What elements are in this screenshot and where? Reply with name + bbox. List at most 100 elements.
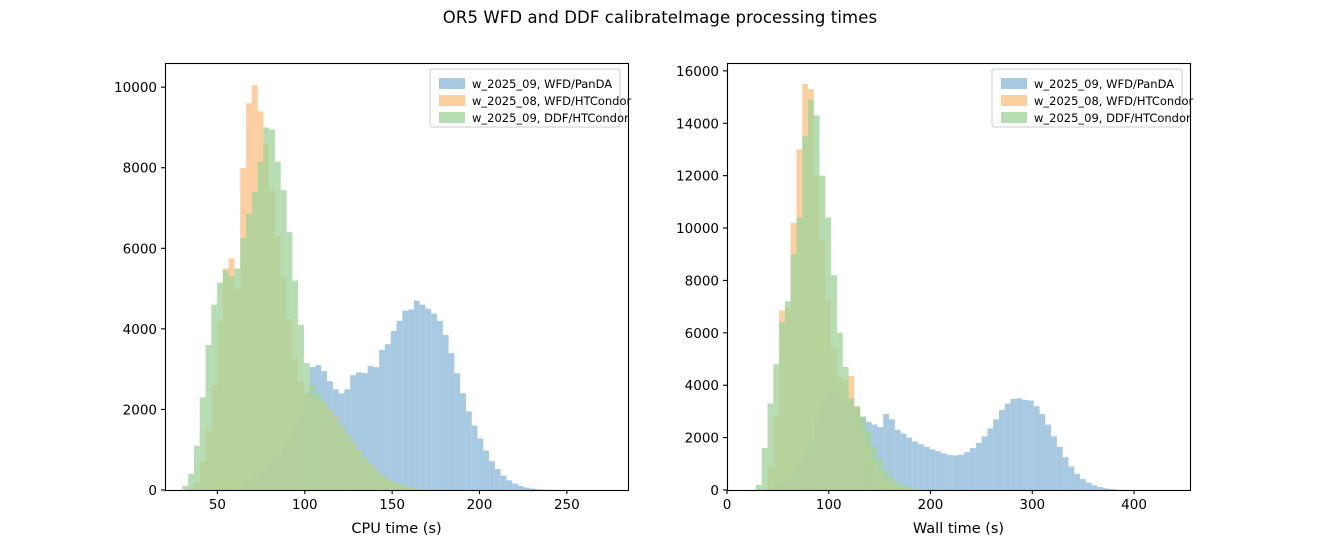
x-tick-label: 100	[816, 497, 842, 513]
x-tick-label: 100	[292, 497, 318, 513]
hist-bar	[975, 442, 982, 490]
hist-bar	[350, 375, 356, 490]
y-tick-label: 2000	[123, 402, 157, 418]
hist-bar	[831, 275, 837, 490]
hist-bar	[917, 444, 924, 490]
hist-bar	[819, 175, 826, 490]
hist-bar	[1056, 446, 1063, 490]
x-axis-label-left: CPU time (s)	[351, 521, 441, 537]
hist-bar	[321, 401, 328, 490]
hist-bar	[419, 488, 426, 490]
hist-bar	[906, 437, 913, 490]
y-tick-label: 12000	[676, 169, 719, 185]
hist-bar	[251, 191, 258, 490]
y-tick-label: 8000	[123, 161, 157, 177]
x-tick-label: 300	[1019, 497, 1045, 513]
hist-bar	[518, 485, 524, 490]
y-tick-label: 2000	[685, 431, 719, 447]
legend-box	[429, 68, 621, 128]
hist-bar	[952, 455, 959, 490]
hist-bar	[379, 474, 385, 490]
hist-bar	[1045, 424, 1052, 490]
hist-bar	[836, 332, 843, 490]
hist-bar	[390, 330, 397, 490]
hist-bar	[871, 446, 878, 490]
hist-bar	[1022, 399, 1028, 490]
y-tick-label: 10000	[676, 221, 719, 237]
hist-bar	[506, 480, 513, 490]
legend-right: w_2025_09, WFD/PanDA w_2025_08, WFD/HTCon…	[991, 68, 1194, 128]
hist-bar	[912, 488, 918, 490]
hist-bar	[193, 445, 200, 490]
hist-bar	[222, 270, 229, 490]
hist-bar	[877, 427, 884, 490]
hist-bar	[425, 308, 432, 490]
hist-bar	[379, 349, 385, 490]
hist-bar	[448, 353, 455, 490]
hist-bar	[500, 475, 507, 490]
hist-bar	[883, 414, 890, 490]
hist-bar	[182, 485, 189, 490]
x-tick-label: 0	[723, 497, 732, 513]
y-tick-label: 14000	[676, 116, 719, 132]
hist-bar	[755, 484, 762, 490]
hist-bar	[402, 486, 409, 490]
hist-bar	[964, 452, 971, 490]
hist-bar	[848, 398, 855, 490]
hist-bar	[413, 300, 420, 490]
hist-bar	[889, 419, 895, 490]
hist-bar	[1091, 485, 1098, 490]
legend-label: w_2025_09, DDF/HTCondor	[472, 111, 629, 125]
hist-bar	[205, 344, 212, 490]
legend-swatch	[439, 78, 465, 89]
hist-bar	[309, 385, 316, 490]
hist-bar	[402, 310, 409, 490]
series-right-3	[755, 99, 959, 491]
hist-bar	[1039, 414, 1046, 490]
y-tick-label: 8000	[685, 273, 719, 289]
figure-title: OR5 WFD and DDF calibrateImage processin…	[442, 8, 878, 27]
hist-bar	[779, 322, 785, 490]
legend-label: w_2025_08, WFD/HTCondor	[1034, 94, 1194, 108]
legend-label: w_2025_09, WFD/PanDA	[1034, 77, 1174, 91]
hist-bar	[199, 397, 206, 490]
hist-bar	[773, 364, 780, 490]
series-left-3	[182, 127, 461, 491]
hist-bar	[1062, 457, 1069, 490]
legend-box	[991, 68, 1183, 128]
hist-bar	[999, 410, 1005, 490]
hist-bar	[465, 411, 472, 490]
hist-bar	[802, 136, 809, 490]
hist-bar	[344, 433, 351, 490]
hist-bar	[396, 320, 403, 490]
hist-bar	[958, 454, 965, 490]
hist-bar	[286, 232, 293, 490]
hist-bar	[274, 161, 281, 490]
hist-bar	[217, 282, 223, 490]
y-tick-label: 4000	[685, 378, 719, 394]
hist-bar	[246, 214, 252, 490]
hist-bar	[489, 461, 495, 490]
hist-bar	[1097, 487, 1104, 490]
hist-bar	[1103, 488, 1109, 490]
hist-bar	[1033, 406, 1040, 490]
y-tick-label: 6000	[123, 241, 157, 257]
hist-bar	[240, 238, 247, 490]
y-tick-label: 0	[148, 483, 157, 499]
hist-bar	[808, 99, 814, 491]
hist-bar	[790, 254, 797, 490]
hist-bar	[912, 441, 918, 490]
hist-bar	[361, 456, 368, 490]
hist-bar	[981, 436, 988, 490]
hist-bar	[889, 477, 895, 490]
hist-bar	[877, 459, 884, 490]
x-tick-label: 200	[467, 497, 493, 513]
hist-bar	[431, 313, 438, 490]
hist-bar	[929, 449, 936, 490]
hist-bar	[523, 487, 530, 490]
hist-bar	[338, 425, 345, 490]
hist-bar	[355, 449, 362, 490]
hist-bar	[842, 366, 849, 490]
x-tick-label: 200	[918, 497, 944, 513]
